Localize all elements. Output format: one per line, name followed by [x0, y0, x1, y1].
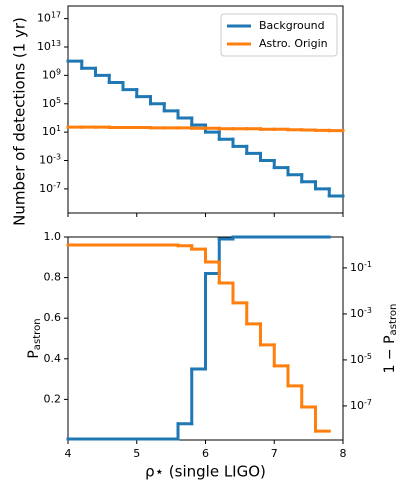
y-tick-label: 1013 [37, 39, 61, 53]
y-tick-label: 101 [42, 124, 61, 138]
y-tick-label: 1.0 [44, 230, 62, 243]
y-tick-label: 0.4 [44, 352, 62, 365]
x-tick-label: 6 [202, 447, 209, 460]
x-tick-label: 4 [65, 447, 72, 460]
y2-axis-label: 1 − Pastron [382, 304, 399, 374]
x-axis-label: ρ⋆ (single LIGO) [145, 463, 266, 481]
y-tick-label: 10-3 [39, 152, 61, 166]
y-tick-label: 10-7 [39, 181, 61, 195]
x-tick-label: 5 [133, 447, 140, 460]
y2-tick-label: 10-3 [350, 306, 372, 320]
y-tick-label: 1017 [37, 11, 61, 25]
y-axis-label: Number of detections (1 yr) [11, 17, 29, 226]
x-tick-label: 7 [271, 447, 278, 460]
y2-tick-label: 10-1 [350, 260, 372, 274]
y-tick-label: 0.2 [44, 392, 62, 405]
y-tick-label: 105 [42, 96, 61, 110]
y2-tick-label: 10-7 [350, 398, 372, 412]
y-axis-label: Pastron [26, 318, 43, 358]
y2-tick-label: 10-5 [350, 352, 372, 366]
x-tick-label: 8 [340, 447, 347, 460]
y-tick-label: 0.6 [44, 311, 62, 324]
legend-label: Astro. Origin [259, 37, 328, 50]
y-tick-label: 109 [42, 67, 61, 81]
legend-label: Background [259, 19, 325, 32]
y-tick-label: 0.8 [44, 271, 62, 284]
